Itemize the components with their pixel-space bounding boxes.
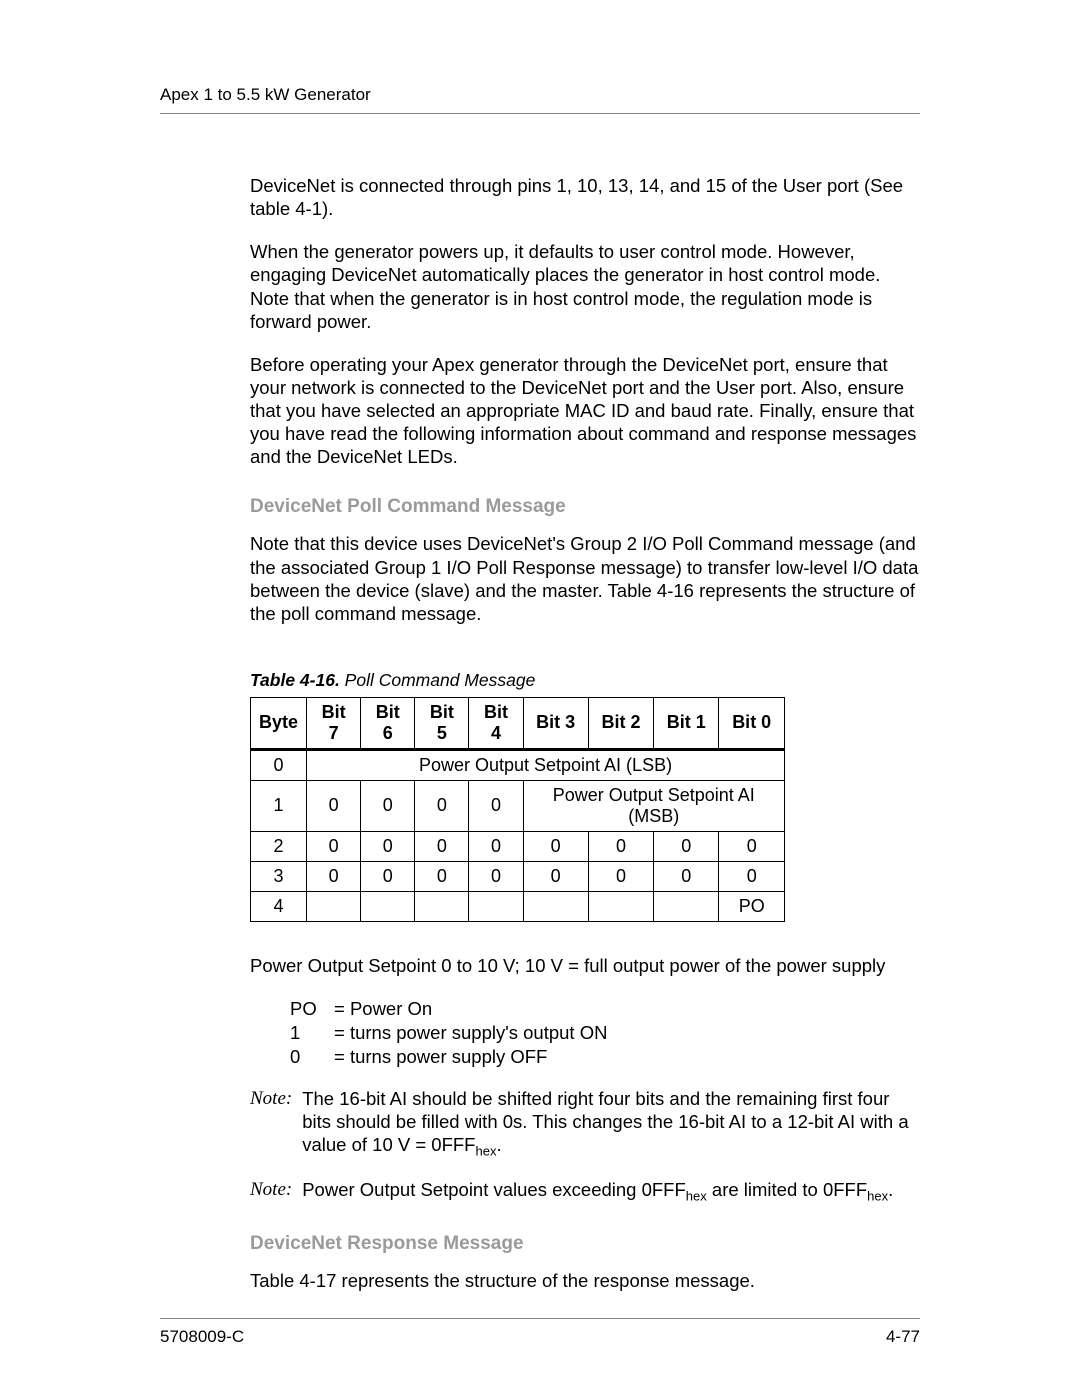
cell: 0 [523,861,588,891]
cell: 0 [307,831,361,861]
def-val: = turns power supply OFF [334,1045,547,1069]
cell [654,891,719,921]
table-row: 1 0 0 0 0 Power Output Setpoint AI (MSB) [251,780,785,831]
cell [307,891,361,921]
cell: 0 [415,780,469,831]
section-heading-poll: DeviceNet Poll Command Message [250,496,920,518]
table-caption: Table 4-16. Poll Command Message [250,670,920,691]
cell: 0 [469,861,523,891]
cell: 0 [251,749,307,780]
cell: 0 [361,831,415,861]
cell: 3 [251,861,307,891]
cell [588,891,653,921]
table-row: 0 Power Output Setpoint AI (LSB) [251,749,785,780]
definitions: PO = Power On 1 = turns power supply's o… [290,997,920,1069]
note-text-c: . [888,1179,893,1200]
cell: 2 [251,831,307,861]
col-bit7: Bit 7 [307,697,361,749]
note-2: Note: Power Output Setpoint values excee… [250,1178,920,1205]
footer-left: 5708009-C [160,1327,244,1347]
col-byte: Byte [251,697,307,749]
hex-sub: hex [686,1189,707,1204]
cell: 0 [415,831,469,861]
cell: 0 [307,780,361,831]
note-text-b: . [496,1134,501,1155]
def-row: PO = Power On [290,997,920,1021]
cell-merged: Power Output Setpoint AI (MSB) [523,780,784,831]
cell: 0 [415,861,469,891]
intro-para-1: DeviceNet is connected through pins 1, 1… [250,174,920,220]
cell: 0 [523,831,588,861]
col-bit4: Bit 4 [469,697,523,749]
page: Apex 1 to 5.5 kW Generator DeviceNet is … [0,0,1080,1397]
cell: 0 [654,861,719,891]
note-text: The 16-bit AI should be shifted right fo… [302,1087,920,1160]
cell: 0 [588,861,653,891]
intro-para-2: When the generator powers up, it default… [250,240,920,333]
col-bit6: Bit 6 [361,697,415,749]
table-header-row: Byte Bit 7 Bit 6 Bit 5 Bit 4 Bit 3 Bit 2… [251,697,785,749]
cell [415,891,469,921]
note-label: Note: [250,1178,292,1205]
col-bit1: Bit 1 [654,697,719,749]
def-key: PO [290,997,320,1021]
note-label: Note: [250,1087,292,1160]
cell: 1 [251,780,307,831]
table-caption-label: Table 4-16. [250,670,340,690]
note-1: Note: The 16-bit AI should be shifted ri… [250,1087,920,1160]
cell-merged: Power Output Setpoint AI (LSB) [307,749,785,780]
cell: 0 [469,831,523,861]
note-text-a: Power Output Setpoint values exceeding 0… [302,1179,686,1200]
page-footer: 5708009-C 4-77 [160,1318,920,1347]
def-row: 1 = turns power supply's output ON [290,1021,920,1045]
col-bit5: Bit 5 [415,697,469,749]
def-key: 1 [290,1021,320,1045]
note-text-b: are limited to 0FFF [707,1179,867,1200]
cell: 0 [719,831,785,861]
cell: 0 [361,861,415,891]
def-key: 0 [290,1045,320,1069]
note-text: Power Output Setpoint values exceeding 0… [302,1178,920,1205]
table-caption-title: Poll Command Message [340,670,536,690]
def-row: 0 = turns power supply OFF [290,1045,920,1069]
cell: 0 [361,780,415,831]
setpoint-line: Power Output Setpoint 0 to 10 V; 10 V = … [250,954,920,977]
poll-command-table: Byte Bit 7 Bit 6 Bit 5 Bit 4 Bit 3 Bit 2… [250,697,785,922]
def-val: = Power On [334,997,432,1021]
cell: 0 [588,831,653,861]
table-row: 3 0 0 0 0 0 0 0 0 [251,861,785,891]
col-bit0: Bit 0 [719,697,785,749]
hex-sub: hex [867,1189,888,1204]
footer-right: 4-77 [886,1327,920,1347]
running-header: Apex 1 to 5.5 kW Generator [160,85,920,114]
cell: 0 [307,861,361,891]
header-title: Apex 1 to 5.5 kW Generator [160,85,371,104]
response-para: Table 4-17 represents the structure of t… [250,1269,920,1292]
cell: PO [719,891,785,921]
hex-sub: hex [476,1144,497,1159]
note-text-a: The 16-bit AI should be shifted right fo… [302,1088,908,1155]
cell: 0 [469,780,523,831]
cell [469,891,523,921]
col-bit3: Bit 3 [523,697,588,749]
table-row: 4 PO [251,891,785,921]
cell: 0 [654,831,719,861]
poll-para: Note that this device uses DeviceNet's G… [250,532,920,625]
table-row: 2 0 0 0 0 0 0 0 0 [251,831,785,861]
def-val: = turns power supply's output ON [334,1021,607,1045]
intro-para-3: Before operating your Apex generator thr… [250,353,920,469]
section-heading-response: DeviceNet Response Message [250,1233,920,1255]
col-bit2: Bit 2 [588,697,653,749]
cell [361,891,415,921]
cell: 0 [719,861,785,891]
body-column: DeviceNet is connected through pins 1, 1… [250,174,920,1292]
cell [523,891,588,921]
cell: 4 [251,891,307,921]
